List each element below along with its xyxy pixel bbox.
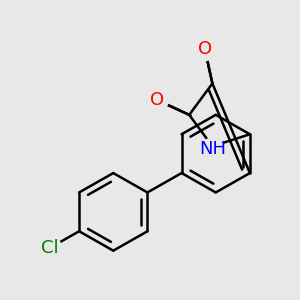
Circle shape (194, 38, 216, 61)
Circle shape (39, 237, 61, 259)
Text: NH: NH (199, 140, 226, 158)
Text: O: O (150, 91, 164, 109)
Circle shape (146, 89, 168, 111)
Circle shape (201, 138, 224, 160)
Text: Cl: Cl (41, 239, 59, 257)
Text: O: O (198, 40, 212, 58)
